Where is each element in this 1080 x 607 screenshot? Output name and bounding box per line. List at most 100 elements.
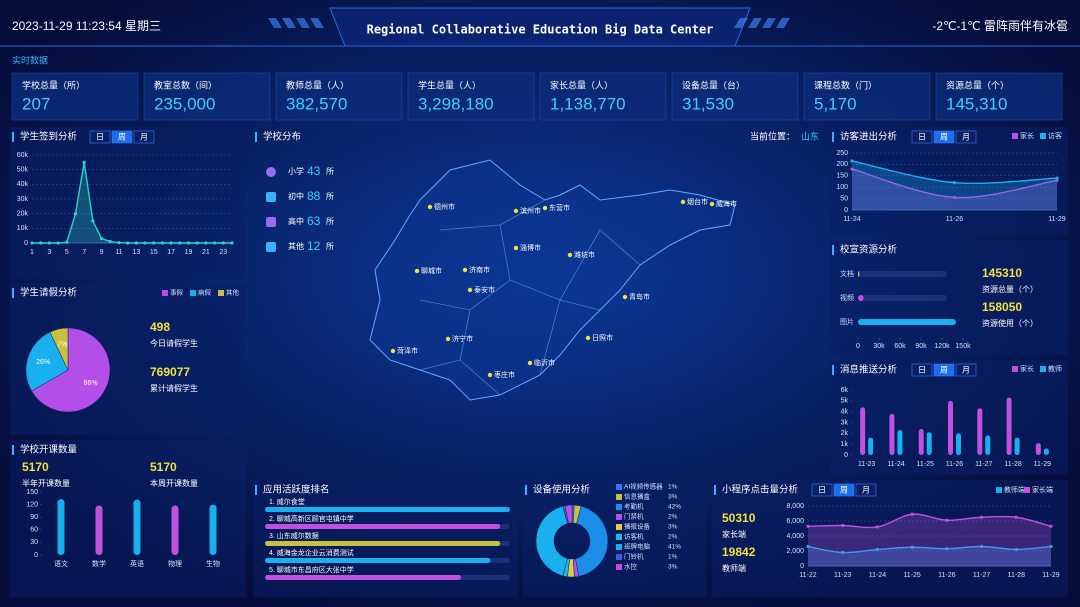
tab-label[interactable]: 日 — [918, 133, 926, 142]
x-tick-label: 11-24 — [887, 461, 904, 468]
tab[interactable] — [133, 130, 155, 144]
kpi-value: 3,298,180 — [418, 94, 494, 113]
legend-value: 3% — [668, 524, 678, 531]
region-borders — [419, 199, 641, 396]
tab[interactable] — [933, 363, 955, 377]
stat-value: 158050 — [982, 300, 1022, 314]
tab-label[interactable]: 周 — [940, 133, 948, 142]
x-tick-label: 11-25 — [903, 572, 920, 579]
tab-label[interactable]: 周 — [840, 486, 848, 495]
legend-swatch — [1040, 133, 1046, 139]
kpi-value: 207 — [22, 94, 50, 113]
legend-value: 42% — [668, 504, 681, 511]
tab-label[interactable]: 月 — [962, 133, 970, 142]
city-dot — [445, 336, 451, 342]
bar — [956, 433, 961, 455]
kpi-label: 设备总量（台） — [682, 79, 745, 90]
tab[interactable] — [955, 130, 977, 144]
city-dot — [709, 201, 715, 207]
stat-value: 50310 — [722, 511, 756, 525]
tab[interactable] — [911, 130, 933, 144]
y-tick-label: 0 — [34, 552, 38, 559]
panel-title: 学校分布 — [263, 131, 301, 143]
bar — [1035, 443, 1041, 455]
tab-label[interactable]: 日 — [918, 366, 926, 375]
legend-unit: 所 — [326, 216, 334, 226]
city-dot — [622, 294, 628, 300]
x-tick-label: 90k — [915, 343, 927, 350]
city-label: 临沂市 — [534, 358, 555, 367]
tab-label[interactable]: 月 — [962, 366, 970, 375]
location-label: 当前位置： — [750, 130, 795, 141]
city-label: 东营市 — [549, 203, 570, 212]
legend-label: 门铃机 — [624, 552, 644, 561]
legend-swatch — [1012, 366, 1018, 372]
panel-title: 学校开课数量 — [20, 444, 78, 456]
panel-marker — [525, 485, 527, 495]
realtime-label: 实时数据 — [12, 54, 48, 65]
legend-swatch — [616, 554, 622, 560]
city-label: 泰安市 — [474, 285, 495, 294]
kpi-value: 235,000 — [154, 94, 215, 113]
y-tick-label: 100 — [836, 184, 848, 191]
x-tick-label: 11-24 — [869, 572, 886, 579]
bar — [133, 499, 141, 555]
x-tick-label: 11 — [115, 249, 122, 256]
legend-icon — [266, 217, 276, 227]
point — [221, 241, 225, 245]
tab[interactable] — [111, 130, 133, 144]
panel-title: 小程序点击量分析 — [722, 484, 799, 496]
panel-marker — [12, 288, 14, 298]
city-dot — [513, 245, 519, 251]
panel-title: 学生签到分析 — [20, 131, 78, 143]
legend-label: 家长 — [1020, 131, 1034, 140]
stat-value: 19842 — [722, 545, 756, 559]
y-tick-label: 90 — [30, 514, 38, 521]
kpi-value: 145,310 — [946, 94, 1007, 113]
tab[interactable] — [89, 130, 111, 144]
city-dot — [527, 360, 533, 366]
tab[interactable] — [811, 483, 833, 497]
bar — [889, 413, 895, 455]
stat-label: 教师端 — [722, 563, 746, 573]
tab[interactable] — [855, 483, 877, 497]
x-tick-label: 11-29 — [1034, 461, 1051, 468]
point — [195, 241, 199, 245]
tab-label[interactable]: 周 — [940, 366, 948, 375]
legend-swatch — [996, 487, 1002, 493]
x-tick-label: 21 — [202, 249, 210, 256]
kpi-label: 课程总数（门） — [814, 79, 877, 90]
kpi-value: 31,530 — [682, 94, 734, 113]
panel-marker — [255, 132, 257, 142]
bar — [265, 524, 501, 529]
legend-label: 水控 — [624, 562, 638, 571]
city-label: 济南市 — [469, 265, 490, 274]
area — [808, 514, 1051, 566]
tab-label[interactable]: 周 — [118, 133, 126, 142]
slice — [564, 504, 573, 524]
tab-label[interactable]: 月 — [862, 486, 870, 495]
legend-label: 门禁机 — [624, 512, 644, 521]
tab[interactable] — [833, 483, 855, 497]
y-tick-label: 4k — [841, 409, 849, 416]
y-tick-label: 150 — [26, 489, 38, 496]
tab[interactable] — [955, 363, 977, 377]
bar — [265, 575, 461, 580]
y-tick-label: 50 — [840, 195, 848, 202]
tab-label[interactable]: 日 — [96, 133, 104, 142]
legend-name: 其他 — [288, 241, 304, 251]
legend-label: 家长端 — [1032, 485, 1053, 494]
bar — [918, 429, 924, 455]
legend-icon — [266, 242, 276, 252]
y-tick-label: 8,000 — [786, 503, 804, 510]
tab-label[interactable]: 月 — [140, 133, 148, 142]
point — [1055, 176, 1059, 180]
stat-label: 今日请假学生 — [150, 338, 198, 348]
tab[interactable] — [911, 363, 933, 377]
tab[interactable] — [933, 130, 955, 144]
kpi-value: 5,170 — [814, 94, 857, 113]
tab-label[interactable]: 日 — [818, 486, 826, 495]
x-tick-label: 11-26 — [938, 572, 955, 579]
kpi-label: 家长总量（人） — [550, 79, 613, 90]
city-label: 烟台市 — [687, 197, 708, 206]
